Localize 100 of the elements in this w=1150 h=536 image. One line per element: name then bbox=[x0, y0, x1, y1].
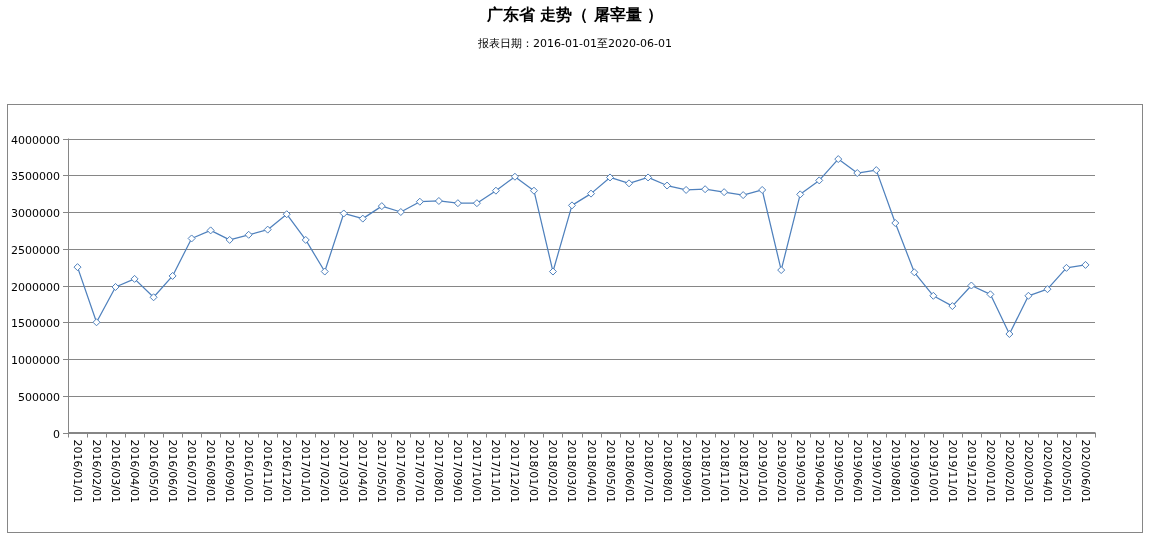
point bbox=[663, 181, 672, 190]
x-tick-label: 2017/07/01 bbox=[413, 439, 427, 503]
point bbox=[872, 166, 881, 175]
point bbox=[1024, 291, 1033, 300]
point bbox=[720, 188, 729, 197]
x-tick-label: 2019/06/01 bbox=[850, 439, 864, 503]
x-tick-label: 2016/02/01 bbox=[90, 439, 104, 503]
point bbox=[472, 199, 481, 208]
x-tick-label: 2017/08/01 bbox=[432, 439, 446, 503]
x-tick-label: 2020/04/01 bbox=[1040, 439, 1054, 503]
point bbox=[358, 214, 367, 223]
x-tick-label: 2018/04/01 bbox=[584, 439, 598, 503]
point bbox=[606, 173, 615, 182]
x-tick-label: 2017/10/01 bbox=[470, 439, 484, 503]
x-tick-label: 2018/03/01 bbox=[565, 439, 579, 503]
y-tick-label: 3500000 bbox=[11, 169, 60, 183]
x-tick-label: 2016/10/01 bbox=[242, 439, 256, 503]
point bbox=[815, 176, 824, 185]
x-tick-label: 2016/08/01 bbox=[204, 439, 218, 503]
point bbox=[1081, 260, 1090, 269]
point bbox=[891, 219, 900, 228]
x-tick-label: 2016/03/01 bbox=[109, 439, 123, 503]
x-tick-label: 2016/11/01 bbox=[261, 439, 275, 503]
point bbox=[587, 189, 596, 198]
point bbox=[625, 179, 634, 188]
point bbox=[377, 202, 386, 211]
x-tick-label: 2019/11/01 bbox=[945, 439, 959, 503]
point bbox=[282, 210, 291, 219]
point bbox=[415, 197, 424, 206]
point bbox=[758, 185, 767, 194]
point bbox=[739, 191, 748, 200]
point bbox=[682, 185, 691, 194]
point bbox=[548, 267, 557, 276]
x-tick-label: 2017/01/01 bbox=[299, 439, 313, 503]
x-tick-label: 2016/09/01 bbox=[223, 439, 237, 503]
point bbox=[644, 173, 653, 182]
x-tick-label: 2019/07/01 bbox=[869, 439, 883, 503]
x-tick-label: 2018/05/01 bbox=[603, 439, 617, 503]
x-tick-label: 2019/05/01 bbox=[831, 439, 845, 503]
point bbox=[206, 226, 215, 235]
point bbox=[263, 225, 272, 234]
x-tick-label: 2018/08/01 bbox=[660, 439, 674, 503]
point bbox=[301, 235, 310, 244]
x-tick-label: 2019/02/01 bbox=[774, 439, 788, 503]
x-tick-label: 2017/05/01 bbox=[375, 439, 389, 503]
x-tick-label: 2018/01/01 bbox=[527, 439, 541, 503]
point bbox=[491, 186, 500, 195]
point bbox=[130, 274, 139, 283]
x-tick-label: 2017/12/01 bbox=[508, 439, 522, 503]
x-tick-label: 2018/11/01 bbox=[717, 439, 731, 503]
x-tick-label: 2019/04/01 bbox=[812, 439, 826, 503]
point bbox=[910, 268, 919, 277]
x-tick-label: 2017/09/01 bbox=[451, 439, 465, 503]
point bbox=[796, 190, 805, 199]
point bbox=[73, 263, 82, 272]
point bbox=[1043, 285, 1052, 294]
x-tick-label: 2016/04/01 bbox=[128, 439, 142, 503]
point bbox=[510, 172, 519, 181]
point bbox=[111, 282, 120, 291]
chart-subtitle: 报表日期：2016-01-01至2020-06-01 bbox=[477, 37, 672, 50]
point bbox=[339, 209, 348, 218]
x-tick-label: 2018/06/01 bbox=[622, 439, 636, 503]
x-tick-label: 2016/07/01 bbox=[185, 439, 199, 503]
point bbox=[168, 271, 177, 280]
point bbox=[225, 235, 234, 244]
point bbox=[244, 230, 253, 239]
point bbox=[967, 281, 976, 290]
point bbox=[1005, 330, 1014, 339]
x-tick-label: 2019/12/01 bbox=[964, 439, 978, 503]
x-tick-label: 2018/09/01 bbox=[679, 439, 693, 503]
x-tick-label: 2017/03/01 bbox=[337, 439, 351, 503]
point bbox=[948, 302, 957, 311]
y-tick-label: 2000000 bbox=[11, 280, 60, 294]
point bbox=[701, 185, 710, 194]
x-tick-label: 2018/07/01 bbox=[641, 439, 655, 503]
x-tick-label: 2017/04/01 bbox=[356, 439, 370, 503]
chart-title: 广东省 走势（ 屠宰量 ） bbox=[485, 5, 664, 24]
y-tick-label: 3000000 bbox=[11, 206, 60, 220]
point bbox=[396, 208, 405, 216]
point bbox=[187, 234, 196, 243]
x-tick-label: 2020/05/01 bbox=[1059, 439, 1073, 503]
x-tick-label: 2019/09/01 bbox=[907, 439, 921, 503]
y-tick-label: 4000000 bbox=[11, 133, 60, 147]
x-tick-label: 2018/12/01 bbox=[736, 439, 750, 503]
y-tick-label: 2500000 bbox=[11, 243, 60, 257]
point bbox=[1062, 263, 1071, 272]
x-tick-label: 2018/02/01 bbox=[546, 439, 560, 503]
point bbox=[92, 318, 101, 327]
x-tick-label: 2017/11/01 bbox=[489, 439, 503, 503]
x-tick-label: 2017/02/01 bbox=[318, 439, 332, 503]
point bbox=[853, 169, 862, 178]
x-tick-label: 2016/05/01 bbox=[147, 439, 161, 503]
x-tick-label: 2020/01/01 bbox=[983, 439, 997, 503]
point bbox=[320, 267, 329, 276]
point bbox=[834, 155, 843, 164]
point bbox=[434, 196, 443, 205]
y-tick-label: 1500000 bbox=[11, 316, 60, 330]
x-tick-label: 2019/01/01 bbox=[755, 439, 769, 503]
x-tick-label: 2019/03/01 bbox=[793, 439, 807, 503]
x-tick-label: 2019/08/01 bbox=[888, 439, 902, 503]
